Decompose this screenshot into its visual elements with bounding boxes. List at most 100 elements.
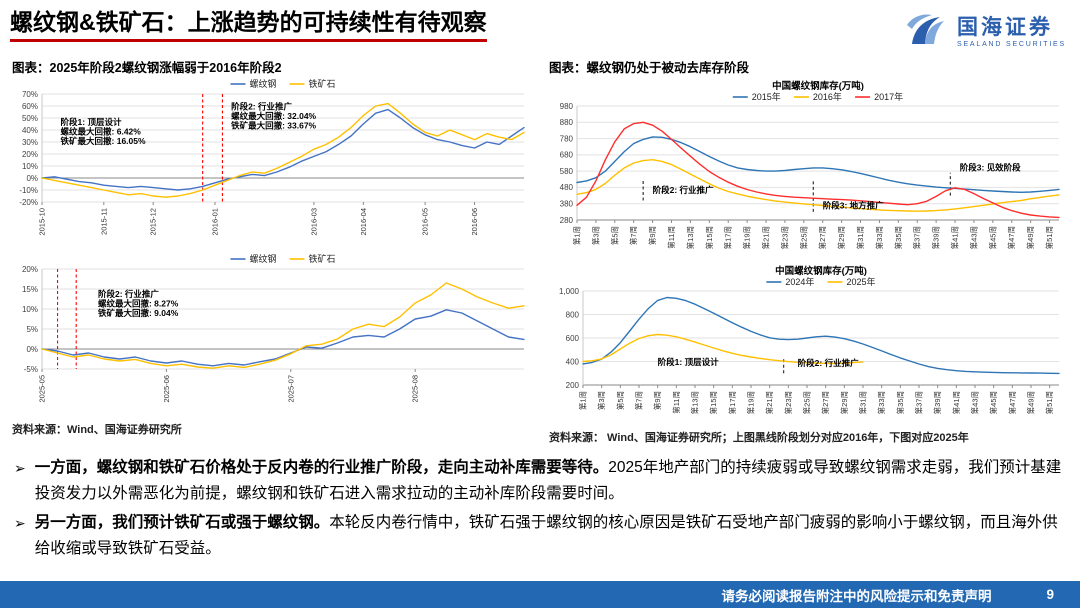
svg-text:780: 780 bbox=[560, 134, 574, 143]
series-2024年 bbox=[582, 296, 1060, 375]
svg-text:第5周: 第5周 bbox=[615, 391, 625, 410]
logo-text: 国海证券 SEALAND SECURITIES bbox=[957, 17, 1066, 48]
svg-text:10%: 10% bbox=[22, 162, 38, 171]
series-2015年 bbox=[576, 136, 1060, 194]
svg-text:-20%: -20% bbox=[19, 198, 38, 207]
bullet-marker-icon: ➢ bbox=[14, 460, 26, 476]
chart3-svg: 280380480580680780880980第1周 第3周 第5周 第7周 第9周第… bbox=[560, 80, 1060, 249]
svg-text:第13周: 第13周 bbox=[685, 226, 695, 249]
chart-title: 中国螺纹钢库存(万吨) bbox=[772, 80, 864, 92]
svg-text:第33周: 第33周 bbox=[874, 226, 884, 249]
svg-text:2015-10: 2015-10 bbox=[38, 208, 47, 236]
chart-annotation: 阶段2: 行业推广螺纹最大回撤: 8.27%铁矿最大回撤: 9.04% bbox=[98, 289, 179, 318]
svg-text:第39周: 第39周 bbox=[932, 391, 942, 414]
svg-text:580: 580 bbox=[560, 167, 574, 176]
svg-text:980: 980 bbox=[560, 102, 574, 111]
svg-text:第39周: 第39周 bbox=[931, 226, 941, 249]
footer-disclaimer: 请务必阅读报告附注中的风险提示和免责声明 bbox=[721, 588, 992, 604]
svg-text:第27周: 第27周 bbox=[817, 226, 827, 249]
chart-inventory-2024-2025: 200 400 600 800 1,000 第1周 第3周 第5周 第7周 第9周 第11周 第13周… bbox=[547, 263, 1070, 428]
svg-text:200: 200 bbox=[566, 381, 580, 390]
svg-text:380: 380 bbox=[560, 200, 574, 209]
legend-label-2025年: 2025年 bbox=[847, 276, 876, 287]
footer: 请务必阅读报告附注中的风险提示和免责声明 9 bbox=[0, 581, 1080, 608]
svg-text:第37周: 第37周 bbox=[912, 226, 922, 249]
series-铁矿石 bbox=[41, 282, 525, 369]
bullets: ➢ 一方面，螺纹钢和铁矿石价格处于反内卷的行业推广阶段，走向主动补库需要等待。20… bbox=[0, 445, 1080, 562]
sealand-logo: 国海证券 SEALAND SECURITIES bbox=[904, 11, 1066, 54]
svg-text:50%: 50% bbox=[22, 114, 38, 123]
series-2025年 bbox=[582, 333, 864, 365]
svg-text:第15周: 第15周 bbox=[704, 226, 714, 249]
left-chart-caption: 图表：2025年阶段2螺纹钢涨幅弱于2016年阶段2 bbox=[12, 61, 282, 75]
svg-text:30%: 30% bbox=[22, 138, 38, 147]
svg-text:5%: 5% bbox=[26, 325, 38, 334]
charts-area: 图表：2025年阶段2螺纹钢涨幅弱于2016年阶段2 -20% -10% 0% 10%… bbox=[0, 54, 1080, 445]
svg-text:第29周: 第29周 bbox=[836, 226, 846, 249]
svg-text:第33周: 第33周 bbox=[876, 391, 886, 414]
page-title: 螺纹钢&铁矿石：上涨趋势的可持续性有待观察 bbox=[10, 9, 487, 43]
svg-text:第37周: 第37周 bbox=[914, 391, 924, 414]
svg-text:第27周: 第27周 bbox=[820, 391, 830, 414]
logo-name-cn: 国海证券 bbox=[956, 16, 1053, 39]
chart2-svg: -5% 0% 5% 10% 15% 20% 2025-05 2025-06 2025-07 202… bbox=[22, 253, 525, 403]
svg-text:第7周: 第7周 bbox=[628, 226, 638, 245]
left-source: 资料来源：Wind、国海证券研究所 bbox=[12, 424, 182, 436]
svg-text:第13周: 第13周 bbox=[690, 391, 700, 414]
chart-inventory-2015-2017: 280 380 480 580 680 780 880 980 第1周 第3周 第5周 第7周 第9周第… bbox=[547, 78, 1070, 263]
svg-text:第25周: 第25周 bbox=[798, 226, 808, 249]
legend-label-2017年: 2017年 bbox=[874, 91, 903, 102]
svg-text:第47周: 第47周 bbox=[1006, 226, 1016, 249]
svg-text:-5%: -5% bbox=[24, 365, 38, 374]
svg-text:600: 600 bbox=[566, 334, 580, 343]
bullet-text: 另一方面，我们预计铁矿石或强于螺纹钢。本轮反内卷行情中，铁矿石强于螺纹钢的核心原… bbox=[34, 513, 1058, 558]
svg-text:第21周: 第21周 bbox=[764, 391, 774, 414]
legend-label-2015年: 2015年 bbox=[752, 91, 781, 102]
svg-text:0%: 0% bbox=[26, 174, 38, 183]
svg-text:第19周: 第19周 bbox=[742, 226, 752, 249]
chart-annotation: 阶段1: 顶层设计 bbox=[658, 357, 719, 367]
svg-text:第49周: 第49周 bbox=[1025, 226, 1035, 249]
svg-text:280: 280 bbox=[560, 216, 574, 225]
svg-text:第35周: 第35周 bbox=[893, 226, 903, 249]
svg-text:第49周: 第49周 bbox=[1026, 391, 1036, 414]
legend-label-螺纹钢: 螺纹钢 bbox=[250, 78, 277, 89]
svg-text:10%: 10% bbox=[22, 305, 38, 314]
svg-text:第31周: 第31周 bbox=[858, 391, 868, 414]
svg-text:第11周: 第11周 bbox=[671, 391, 681, 414]
right-source: 资料来源： Wind、国海证券研究所；上图黑线阶段划分对应2016年，下图对应2… bbox=[549, 432, 969, 444]
svg-text:2016-01: 2016-01 bbox=[211, 208, 220, 236]
right-chart-caption: 图表：螺纹钢仍处于被动去库存阶段 bbox=[549, 61, 750, 75]
series-2016年 bbox=[576, 158, 1060, 212]
svg-text:0%: 0% bbox=[26, 345, 38, 354]
header: 螺纹钢&铁矿石：上涨趋势的可持续性有待观察 国海证券 SEALAND SECUR… bbox=[0, 0, 1080, 54]
series-铁矿石 bbox=[41, 102, 525, 198]
svg-text:70%: 70% bbox=[22, 90, 38, 99]
svg-text:20%: 20% bbox=[22, 265, 38, 274]
svg-text:2025-06: 2025-06 bbox=[162, 375, 171, 403]
svg-text:第9周: 第9周 bbox=[647, 226, 657, 245]
svg-text:-10%: -10% bbox=[19, 186, 38, 195]
legend-label-铁矿石: 铁矿石 bbox=[309, 253, 336, 264]
svg-text:2025-05: 2025-05 bbox=[38, 375, 47, 403]
series-2017年 bbox=[576, 121, 1060, 219]
svg-text:第9周: 第9周 bbox=[652, 391, 662, 410]
chart-annotation: 阶段3: 地方推广 bbox=[823, 201, 884, 211]
svg-text:第15周: 第15周 bbox=[708, 391, 718, 414]
chart-2025-price-trend: -5% 0% 5% 10% 15% 20% 2025-05 2025-06 2025-07 202… bbox=[10, 253, 533, 420]
svg-text:800: 800 bbox=[566, 310, 580, 319]
legend-label-2016年: 2016年 bbox=[813, 91, 842, 102]
svg-text:第21周: 第21周 bbox=[761, 226, 771, 249]
svg-text:第23周: 第23周 bbox=[783, 391, 793, 414]
svg-text:第41周: 第41周 bbox=[950, 226, 960, 249]
chart-2016-price-trend: -20% -10% 0% 10% 20% 30% 40% 50% 60% 70% 2015-10 20… bbox=[10, 78, 533, 253]
svg-text:第41周: 第41周 bbox=[951, 391, 961, 414]
svg-text:第7周: 第7周 bbox=[634, 391, 644, 410]
svg-text:2025-08: 2025-08 bbox=[411, 375, 420, 403]
svg-text:680: 680 bbox=[560, 151, 574, 160]
svg-text:880: 880 bbox=[560, 118, 574, 127]
legend-label-2024年: 2024年 bbox=[785, 276, 814, 287]
series-螺纹钢 bbox=[41, 108, 525, 191]
right-panel: 图表：螺纹钢仍处于被动去库存阶段 280 380 480 580 680 780 880 98… bbox=[547, 54, 1070, 445]
sealand-logo-icon bbox=[904, 11, 950, 54]
